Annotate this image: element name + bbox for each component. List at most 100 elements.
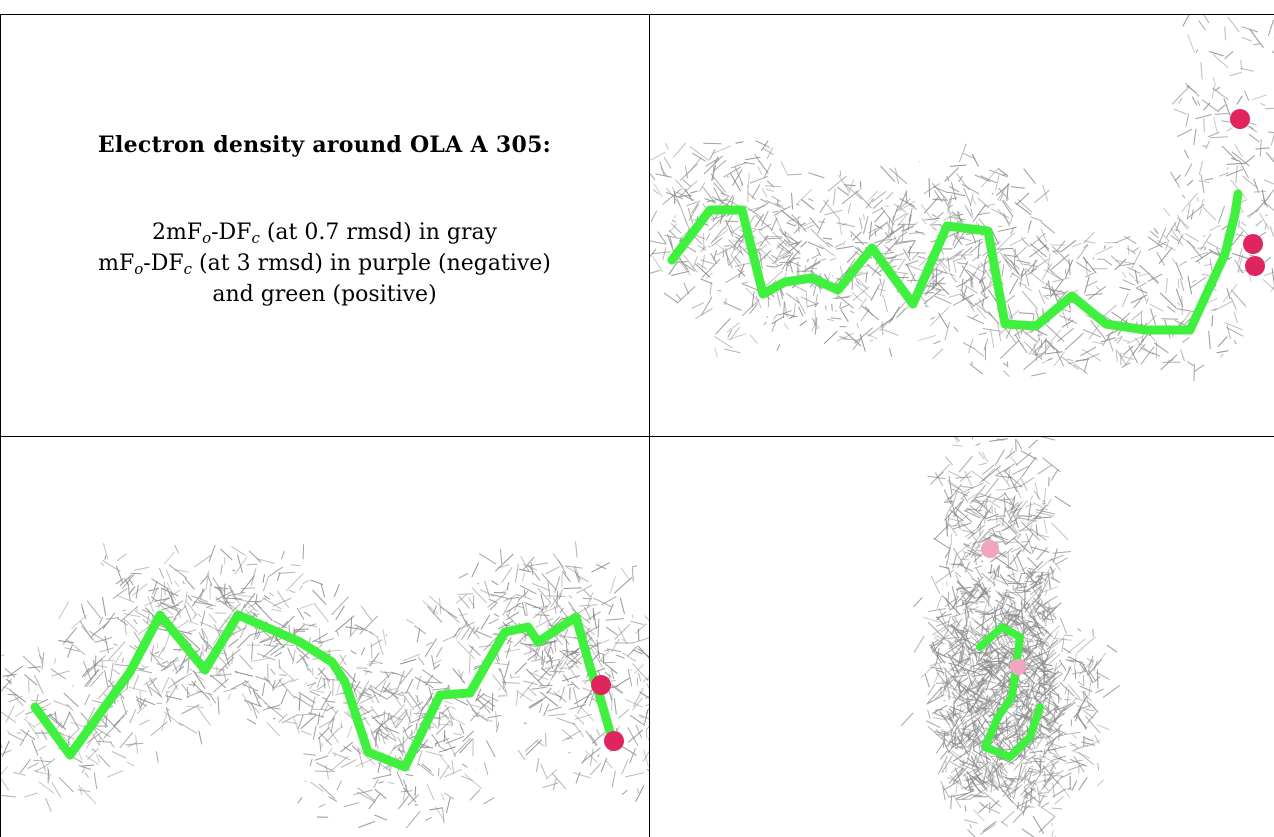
mesh-segment [570, 648, 580, 656]
mesh-segment [1203, 102, 1211, 111]
mesh-segment [278, 679, 296, 699]
mesh-segment [314, 755, 329, 761]
mesh-segment [93, 726, 111, 738]
mesh-segment [6, 678, 12, 686]
mesh-segment [993, 610, 1010, 617]
mesh-segment [1232, 252, 1250, 260]
mesh-segment [1263, 271, 1274, 277]
mesh-segment [1139, 287, 1147, 302]
mesh-segment [1165, 221, 1177, 239]
mesh-segment [807, 258, 809, 263]
mesh-segment [1064, 332, 1084, 351]
mesh-segment [1224, 50, 1234, 60]
mesh-segment [950, 618, 963, 635]
mesh-segment [1218, 172, 1229, 177]
mesh-segment [1269, 225, 1274, 237]
density-mesh [900, 437, 1121, 837]
mesh-segment [970, 794, 983, 797]
mesh-segment [1202, 99, 1220, 113]
mesh-segment [948, 476, 953, 495]
mesh-segment [996, 475, 1013, 479]
mesh-segment [984, 596, 994, 611]
mesh-segment [1217, 104, 1226, 112]
mesh-segment [836, 222, 856, 228]
mesh-segment [49, 713, 67, 730]
mesh-segment [1016, 533, 1022, 540]
mesh-segment [862, 216, 869, 235]
mesh-segment [949, 523, 968, 527]
mesh-segment [1058, 723, 1063, 728]
mesh-segment [152, 580, 158, 595]
mesh-segment [1244, 90, 1250, 101]
mesh-segment [795, 188, 813, 205]
mesh-segment [1211, 82, 1216, 99]
mesh-segment [668, 229, 677, 238]
mesh-segment [1211, 315, 1214, 327]
mesh-segment [1253, 43, 1261, 46]
mesh-segment [302, 623, 318, 628]
mesh-segment [99, 647, 114, 653]
mesh-segment [870, 284, 880, 301]
mesh-segment [251, 703, 258, 719]
mesh-segment [102, 543, 109, 560]
mesh-segment [679, 180, 698, 197]
mesh-segment [973, 762, 988, 775]
mesh-segment [1224, 322, 1243, 331]
mesh-segment [947, 686, 967, 693]
mesh-segment [1068, 741, 1079, 749]
mesh-segment [705, 157, 720, 167]
mesh-segment [1271, 268, 1274, 286]
mesh-segment [297, 797, 303, 804]
mesh-segment [556, 717, 576, 726]
mesh-segment [725, 220, 734, 237]
mesh-segment [191, 595, 209, 603]
mesh-segment [1229, 71, 1242, 77]
mesh-segment [116, 617, 128, 626]
mesh-segment [524, 602, 544, 611]
mesh-segment [197, 613, 202, 618]
mesh-segment [413, 716, 421, 734]
mesh-segment [332, 678, 334, 697]
mesh-segment [573, 688, 579, 707]
mesh-segment [434, 737, 450, 745]
mesh-segment [724, 220, 739, 223]
mesh-segment [1045, 686, 1057, 697]
mesh-segment [543, 605, 561, 613]
mesh-segment [950, 675, 965, 678]
mesh-segment [1226, 327, 1244, 337]
mesh-segment [376, 635, 383, 653]
mesh-segment [1049, 764, 1055, 773]
mesh-segment [502, 598, 513, 616]
mesh-segment [196, 690, 214, 696]
mesh-segment [943, 211, 961, 221]
mesh-segment [783, 313, 798, 318]
mesh-segment [808, 257, 818, 277]
mesh-segment [650, 172, 656, 181]
mesh-segment [709, 281, 712, 295]
mesh-segment [866, 264, 882, 277]
mesh-segment [1102, 258, 1113, 266]
mesh-segment [1042, 726, 1053, 733]
mesh-segment [398, 747, 404, 757]
mesh-segment [955, 798, 971, 801]
mesh-segment [932, 271, 943, 279]
mesh-segment [91, 748, 97, 752]
mesh-segment [299, 584, 304, 591]
mesh-segment [163, 551, 176, 565]
mesh-segment [296, 651, 311, 664]
mesh-segment [538, 684, 553, 687]
mesh-segment [398, 795, 409, 810]
mesh-segment [292, 624, 306, 636]
mesh-segment [68, 711, 80, 730]
mesh-segment [1037, 792, 1050, 794]
mesh-segment [964, 510, 981, 519]
mesh-segment [1011, 543, 1028, 553]
mesh-segment [966, 269, 984, 284]
mesh-segment [383, 722, 397, 740]
mesh-segment [644, 615, 649, 622]
mesh-segment [989, 328, 995, 348]
mesh-segment [923, 616, 940, 623]
mesh-segment [996, 756, 1015, 765]
legend-cell: Electron density around OLA A 305: 2mFo-… [0, 14, 649, 436]
mesh-segment [679, 163, 699, 181]
